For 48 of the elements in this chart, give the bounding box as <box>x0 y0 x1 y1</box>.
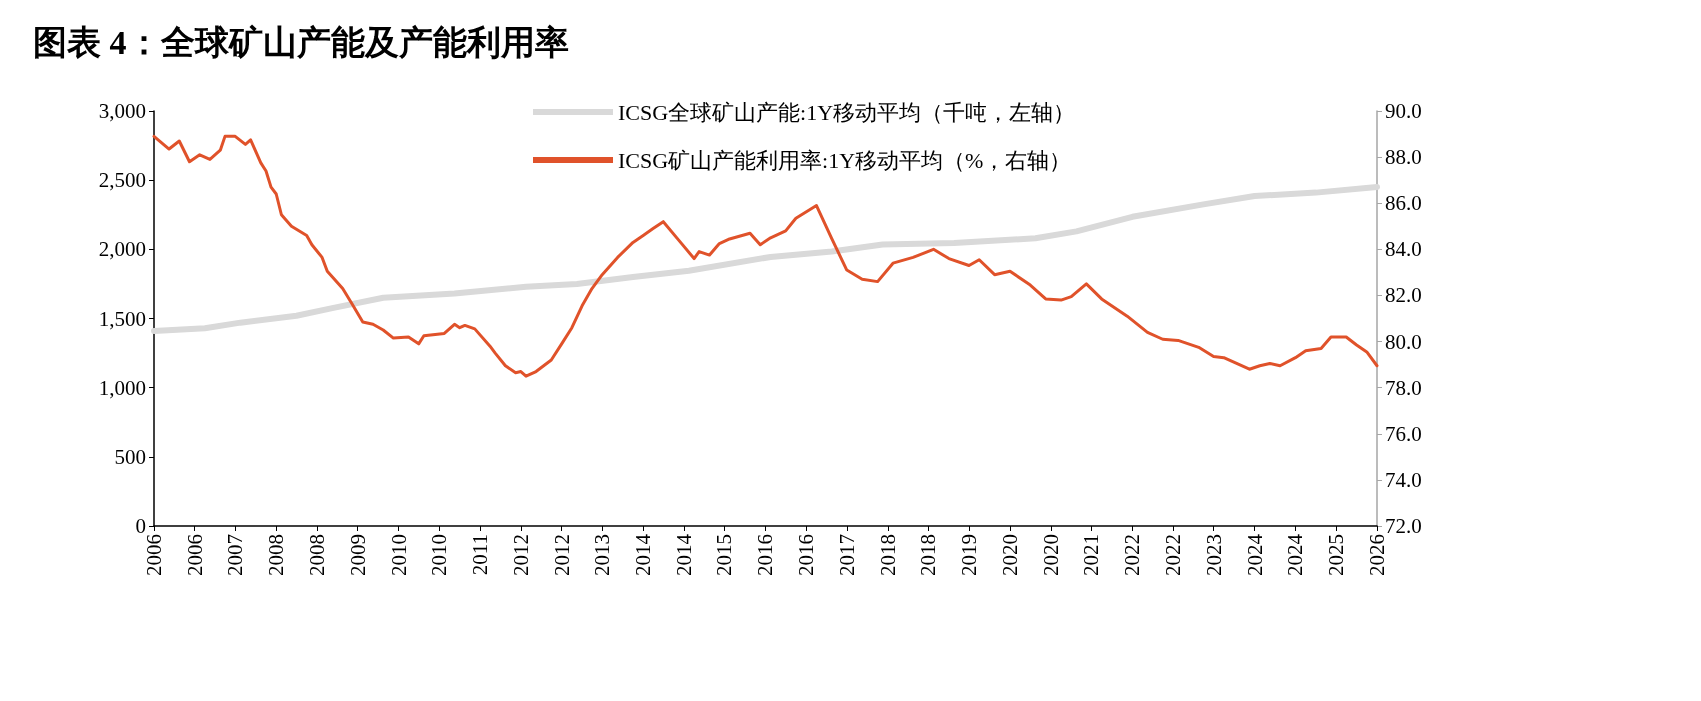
x-tick-label: 2022 <box>1161 534 1186 576</box>
x-tick-label: 2025 <box>1323 534 1348 576</box>
x-tick-label: 2024 <box>1283 533 1308 576</box>
y2-tick-label: 90.0 <box>1385 99 1422 123</box>
x-tick-label: 2019 <box>957 534 981 576</box>
x-tick-label: 2006 <box>182 534 207 576</box>
x-tick-label: 2011 <box>467 534 492 576</box>
legend-label: ICSG全球矿山产能:1Y移动平均（千吨，左轴） <box>618 99 1076 125</box>
y-tick-label: 3,000 <box>98 99 146 123</box>
y-tick-label: 1,000 <box>98 375 146 400</box>
x-tick-label: 2020 <box>1038 534 1063 576</box>
y-tick-label: 2,000 <box>98 237 146 262</box>
x-tick-label: 2010 <box>427 534 452 576</box>
x-tick-label: 2022 <box>1120 534 1145 576</box>
x-tick-label: 2009 <box>345 534 370 576</box>
x-tick-label: 2018 <box>916 534 941 576</box>
line-series <box>152 134 1379 378</box>
y2-tick-label: 84.0 <box>1385 237 1422 262</box>
x-tick-label: 2013 <box>590 534 615 576</box>
y2-tick-label: 80.0 <box>1385 329 1422 354</box>
x-tick-label: 2014 <box>671 533 696 576</box>
y-tick-label: 1,500 <box>98 306 146 331</box>
x-tick-label: 2020 <box>998 534 1023 576</box>
y2-tick-label: 74.0 <box>1385 467 1422 492</box>
y2-tick-label: 86.0 <box>1385 191 1422 216</box>
y2-tick-label: 76.0 <box>1385 421 1422 446</box>
x-tick-label: 2012 <box>508 534 533 576</box>
x-tick-label: 2007 <box>223 534 248 576</box>
legend-label: ICSG矿山产能利用率:1Y移动平均（%，右轴） <box>618 147 1072 173</box>
chart-title: 图表 4：全球矿山产能及产能利用率 <box>33 23 569 61</box>
x-tick-label: 2015 <box>712 534 737 576</box>
y-tick-label: 2,500 <box>98 168 146 193</box>
y2-tick-label: 78.0 <box>1385 375 1422 400</box>
x-tick-label: 2018 <box>875 534 900 576</box>
x-tick-label: 2012 <box>549 534 574 576</box>
x-tick-label: 2021 <box>1079 534 1104 576</box>
x-tick-label: 2016 <box>753 534 778 576</box>
x-tick-label: 2023 <box>1201 534 1226 576</box>
y-tick-label: 500 <box>114 444 146 469</box>
x-tick-label: 2024 <box>1242 533 1267 576</box>
x-tick-label: 2016 <box>794 534 819 576</box>
x-tick-label: 2008 <box>264 534 289 576</box>
x-tick-label: 2008 <box>305 534 330 576</box>
y2-tick-label: 88.0 <box>1385 145 1422 170</box>
y2-tick-label: 82.0 <box>1385 283 1422 308</box>
x-tick-label: 2017 <box>834 534 859 576</box>
x-tick-label: 2010 <box>386 534 411 576</box>
x-tick-label: 2014 <box>631 533 656 576</box>
